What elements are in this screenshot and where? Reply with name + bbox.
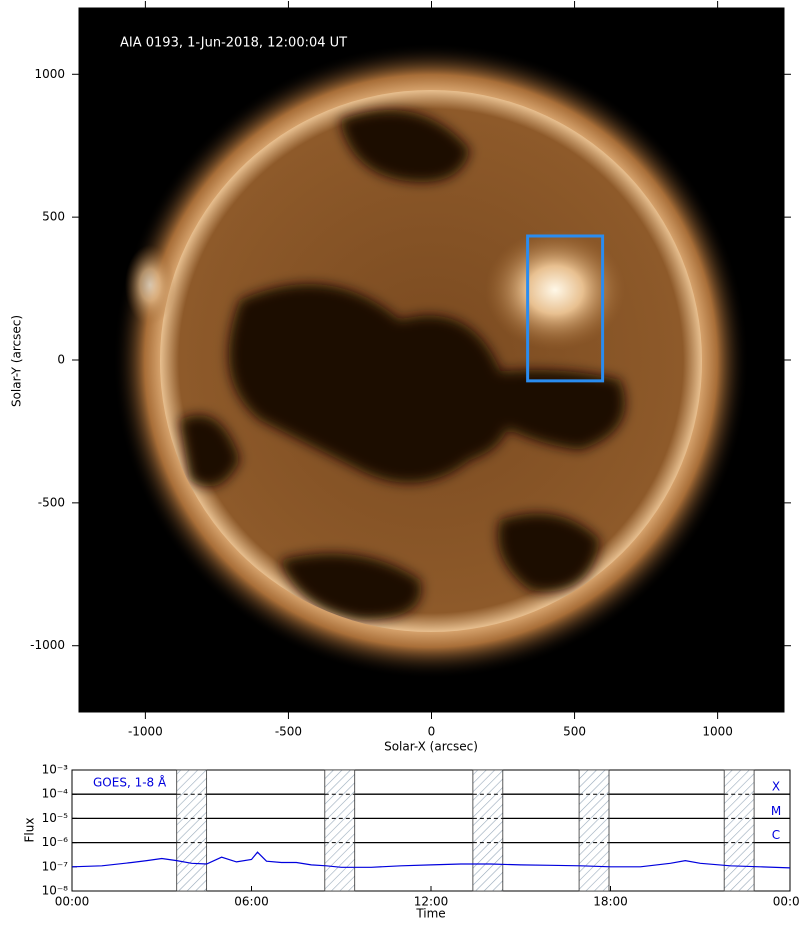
x-tick-label: 0 (428, 725, 436, 739)
y-tick-label: 10⁻⁴ (42, 787, 69, 801)
y-tick-label: 10⁻⁷ (42, 859, 69, 873)
y-tick-label: 10⁻³ (42, 763, 69, 777)
x-tick-label: -1000 (128, 725, 163, 739)
shaded-range (578, 769, 610, 892)
x-tick-label: -500 (275, 725, 302, 739)
x-axis-label: Solar-X (arcsec) (384, 740, 478, 754)
shaded-range (472, 769, 504, 892)
solar-image (113, 43, 749, 679)
x-tick-label: 00:00 (773, 895, 799, 909)
x-tick-label: 12:00 (414, 895, 449, 909)
y-tick-label: 0 (57, 353, 65, 367)
image-title: AIA 0193, 1-Jun-2018, 12:00:04 UT (120, 36, 347, 51)
class-label: M (771, 804, 781, 818)
x-tick-label: 00:00 (55, 895, 90, 909)
class-label: X (772, 780, 780, 794)
shaded-range (723, 769, 755, 892)
x-axis-label: Time (415, 907, 445, 921)
y-tick-label: 10⁻⁸ (42, 884, 69, 898)
shaded-range (176, 769, 208, 892)
goes-title: GOES, 1-8 Å (93, 775, 167, 790)
active-region (485, 230, 625, 350)
shaded-range (324, 769, 356, 892)
y-tick-label: -1000 (30, 638, 65, 652)
class-label: C (772, 828, 780, 842)
y-tick-label: 500 (42, 210, 65, 224)
x-tick-label: 18:00 (593, 895, 628, 909)
x-tick-label: 500 (563, 725, 586, 739)
x-tick-label: 1000 (702, 725, 733, 739)
region-box (526, 234, 605, 383)
y-axis-label: Flux (23, 818, 37, 843)
y-tick-label: 10⁻⁶ (42, 835, 69, 849)
x-tick-label: 06:00 (234, 895, 269, 909)
flux-line (71, 851, 791, 869)
y-tick-label: -500 (38, 495, 65, 509)
y-axis-label: Solar-Y (arcsec) (10, 315, 24, 407)
y-tick-label: 10⁻⁵ (42, 811, 69, 825)
y-tick-label: 1000 (34, 67, 65, 81)
